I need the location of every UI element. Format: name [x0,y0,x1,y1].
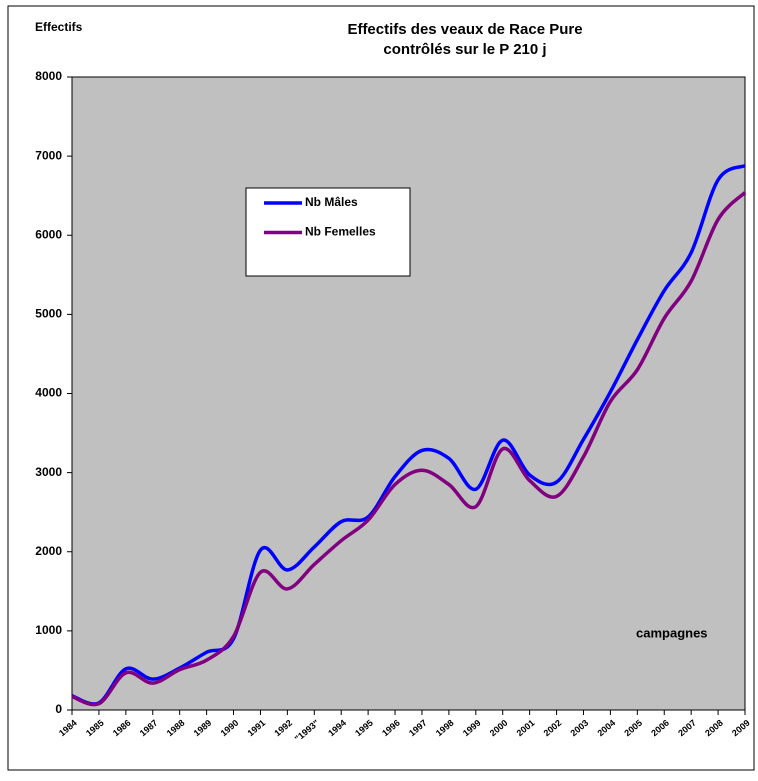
y-tick-label: 2000 [35,544,62,558]
line [71,163,746,706]
legend-label: Nb Mâles [305,195,358,209]
y-tick-label: 6000 [35,227,62,241]
y-tick-label: 3000 [35,465,62,479]
line [71,191,747,707]
y-tick-label: 4000 [35,386,62,400]
y-axis-label: Effectifs [35,20,83,34]
chart-title: Effectifs des veaux de Race Pure [347,21,582,38]
y-tick-label: 1000 [35,623,62,637]
y-tick-label: 7000 [35,148,62,162]
plot-area [71,76,746,711]
y-tick-label: 8000 [35,69,62,83]
y-tick-label: 5000 [35,307,62,321]
chart-subtitle: contrôlés sur le P 210 j [383,41,546,58]
annotation: campagnes [636,625,708,640]
y-tick-label: 0 [55,702,62,716]
legend-label: Nb Femelles [305,225,376,239]
